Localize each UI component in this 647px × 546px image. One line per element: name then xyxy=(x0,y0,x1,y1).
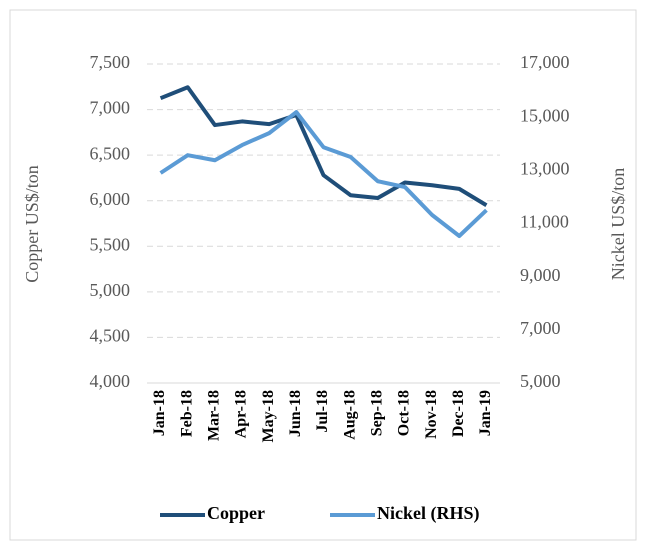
legend-label: Nickel (RHS) xyxy=(377,503,480,524)
legend-label: Copper xyxy=(207,503,265,523)
x-tick-label: Feb-18 xyxy=(178,390,195,437)
y2-axis-title: Nickel US$/ton xyxy=(608,168,628,281)
x-tick-label: Aug-18 xyxy=(341,390,358,440)
x-tick-label: Mar-18 xyxy=(206,390,223,441)
x-tick-label: Sep-18 xyxy=(368,390,385,436)
x-tick-label: Oct-18 xyxy=(396,390,413,436)
x-tick-label: May-18 xyxy=(260,390,277,442)
y2-tick-label: 9,000 xyxy=(520,265,561,285)
x-tick-label: Nov-18 xyxy=(423,390,440,439)
y2-tick-label: 7,000 xyxy=(520,318,561,338)
y-tick-label: 7,500 xyxy=(90,52,131,72)
x-tick-label: Jul-18 xyxy=(314,390,331,433)
line-series xyxy=(159,85,488,207)
y-axis-title: Copper US$/ton xyxy=(22,165,42,283)
y-tick-label: 6,500 xyxy=(90,143,131,163)
x-tick-label: Jan-19 xyxy=(477,390,494,436)
y2-tick-label: 5,000 xyxy=(520,371,561,391)
x-tick-label: Jun-18 xyxy=(287,390,304,437)
y-tick-label: 6,000 xyxy=(90,189,131,209)
y-tick-label: 7,000 xyxy=(90,98,131,118)
y2-tick-label: 11,000 xyxy=(520,212,569,232)
y-tick-label: 4,000 xyxy=(90,371,131,391)
x-tick-label: Apr-18 xyxy=(233,390,250,438)
y-tick-label: 5,000 xyxy=(90,280,131,300)
y2-tick-label: 13,000 xyxy=(520,158,570,178)
line-series xyxy=(159,110,488,238)
chart-border xyxy=(9,9,637,541)
y2-tick-label: 17,000 xyxy=(520,52,570,72)
x-tick-label: Dec-18 xyxy=(450,390,467,437)
y2-tick-label: 15,000 xyxy=(520,105,570,125)
x-tick-label: Jan-18 xyxy=(151,390,168,436)
y-tick-label: 4,500 xyxy=(90,326,131,346)
y-tick-label: 5,500 xyxy=(90,234,131,254)
